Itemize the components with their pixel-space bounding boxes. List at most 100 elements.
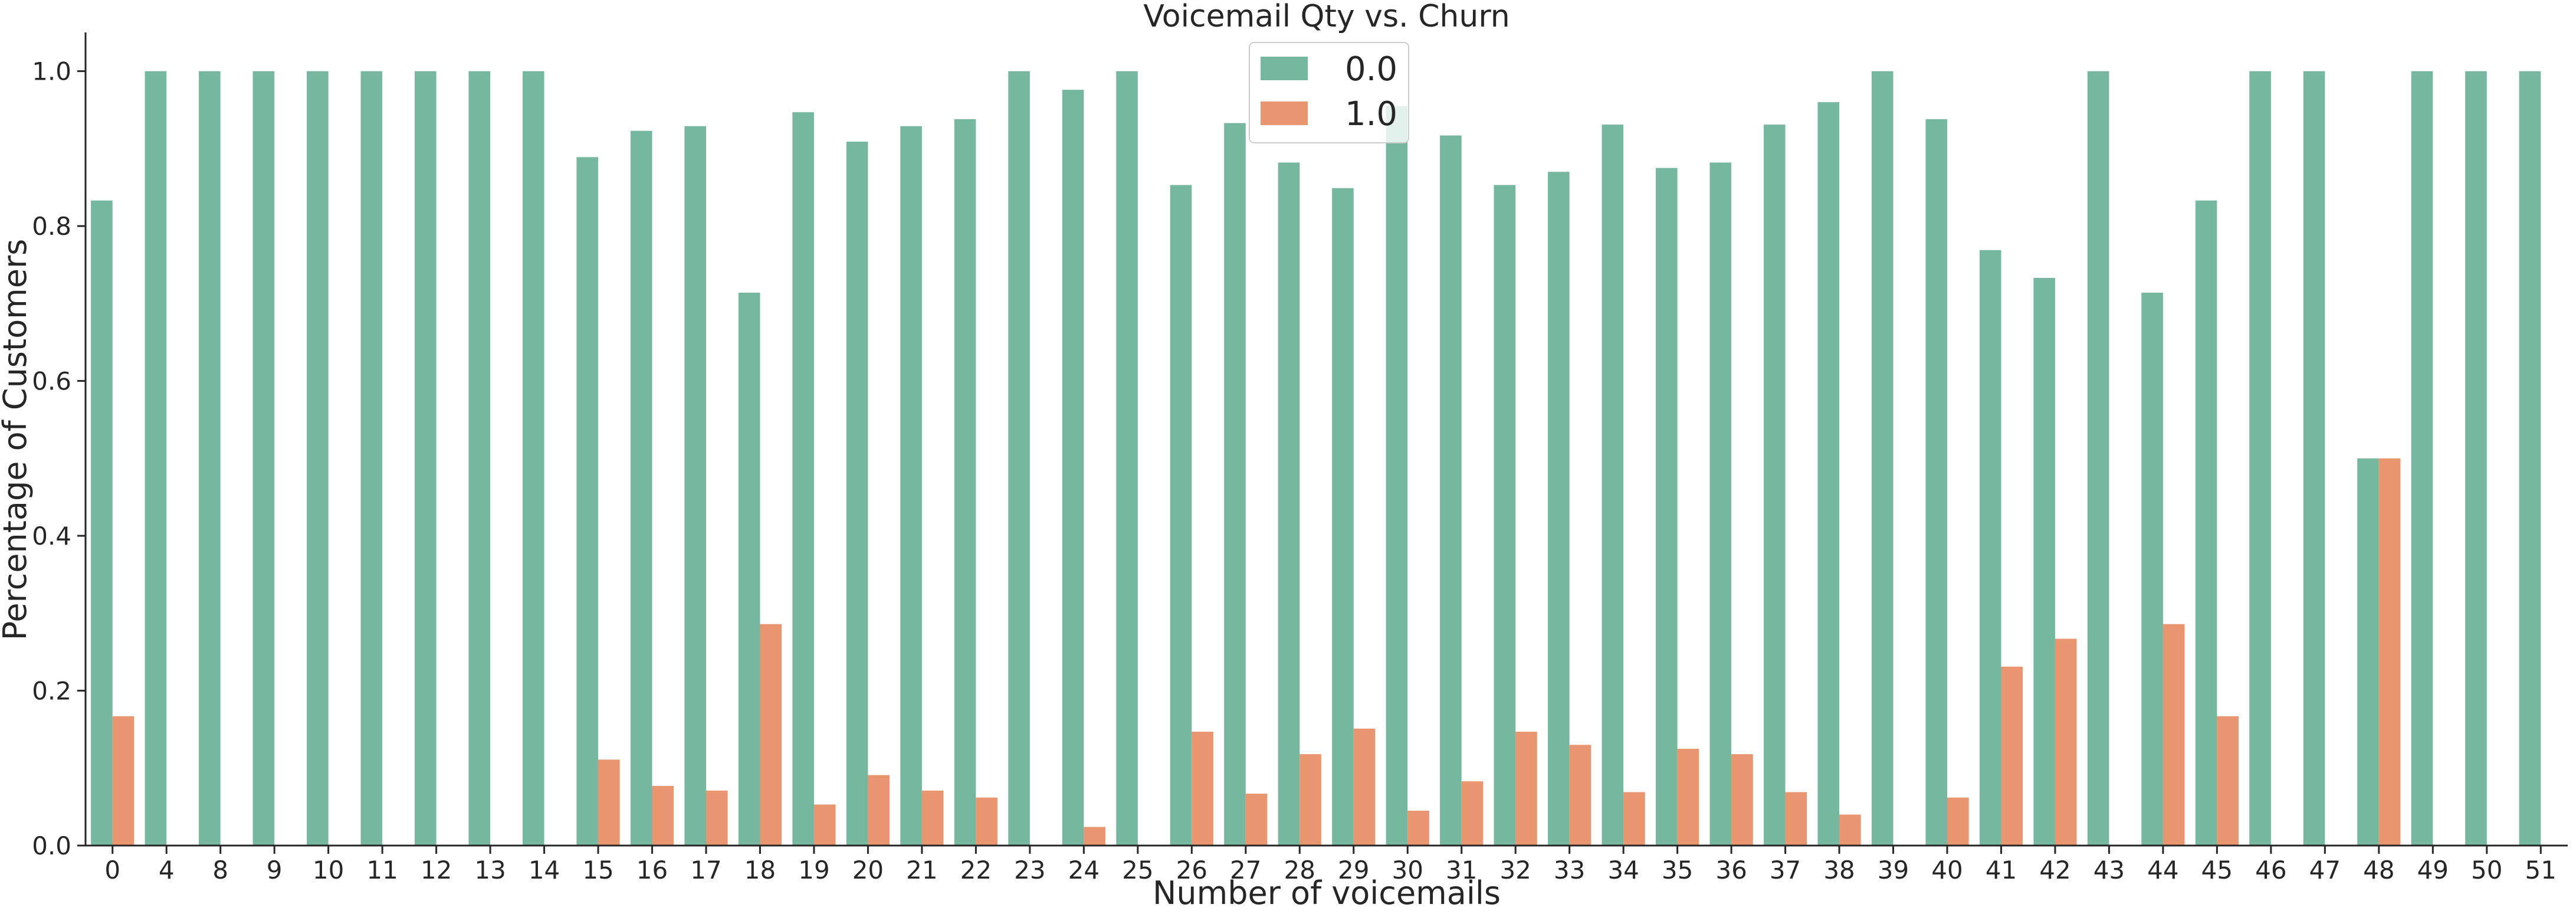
bar-series0-15	[576, 157, 599, 846]
x-tick-label: 49	[2417, 856, 2449, 884]
bar-series0-9	[252, 71, 275, 846]
bar-series0-39	[1871, 71, 1894, 846]
x-tick-label: 27	[1230, 856, 1261, 884]
bar-series0-31	[1440, 135, 1462, 846]
x-tick-label: 36	[1715, 856, 1747, 884]
bar-series1-36	[1731, 754, 1753, 846]
bar-series1-22	[976, 797, 997, 846]
bar-series1-44	[2162, 624, 2185, 846]
bar-series1-26	[1192, 732, 1213, 846]
legend-swatch-1	[1261, 101, 1308, 125]
x-tick-label: 24	[1068, 856, 1100, 884]
x-tick-label: 40	[1931, 856, 1963, 884]
x-tick-label: 29	[1338, 856, 1369, 884]
bar-series0-24	[1062, 90, 1084, 846]
bar-series0-4	[145, 71, 167, 846]
bar-series1-19	[813, 804, 836, 846]
bar-series0-22	[954, 119, 976, 846]
x-tick-label: 34	[1607, 856, 1639, 884]
bar-series0-14	[522, 71, 544, 846]
bar-series1-42	[2055, 638, 2077, 846]
bar-series0-35	[1656, 168, 1678, 846]
bar-series0-40	[1925, 119, 1947, 846]
y-tick-label: 0.0	[32, 831, 71, 860]
y-tick-label: 0.8	[32, 212, 71, 241]
x-tick-label: 35	[1662, 856, 1693, 884]
x-tick-label: 41	[1986, 856, 2017, 884]
bar-series0-10	[307, 71, 329, 846]
bar-series0-48	[2357, 458, 2379, 846]
x-tick-label: 0	[104, 856, 120, 884]
bar-series1-28	[1300, 754, 1321, 846]
bar-series0-43	[2087, 71, 2109, 846]
bar-series0-12	[415, 71, 437, 846]
x-tick-label: 45	[2201, 856, 2233, 884]
bar-series0-8	[199, 71, 221, 846]
bar-series1-38	[1839, 814, 1861, 846]
bar-series0-27	[1224, 123, 1246, 846]
bar-series1-37	[1785, 792, 1807, 846]
x-tick-label: 13	[474, 856, 506, 884]
bar-series0-19	[792, 112, 814, 846]
bar-series0-11	[360, 71, 383, 846]
bar-series1-31	[1461, 781, 1484, 846]
bar-series1-34	[1623, 792, 1645, 846]
x-tick-label: 26	[1176, 856, 1207, 884]
x-tick-label: 44	[2147, 856, 2178, 884]
bar-series1-21	[921, 790, 944, 846]
bar-series1-15	[598, 759, 620, 846]
bar-series1-0	[112, 716, 134, 846]
x-tick-label: 46	[2255, 856, 2286, 884]
x-tick-label: 51	[2525, 856, 2557, 884]
x-tick-label: 47	[2309, 856, 2341, 884]
x-tick-label: 8	[212, 856, 228, 884]
x-tick-label: 19	[798, 856, 829, 884]
y-axis-title: Percentage of Customers	[0, 239, 34, 641]
chart-title: Voicemail Qty vs. Churn	[1143, 0, 1510, 34]
x-tick-label: 38	[1823, 856, 1855, 884]
x-tick-label: 23	[1014, 856, 1045, 884]
bar-series1-18	[760, 624, 782, 846]
y-tick-label: 0.6	[32, 367, 71, 396]
x-tick-label: 14	[529, 856, 560, 884]
bar-series1-30	[1407, 810, 1429, 846]
bar-series1-32	[1515, 732, 1537, 846]
y-axis-ticks: 0.0 0.2 0.4 0.6 0.8 1.0	[32, 57, 86, 860]
x-tick-label: 30	[1392, 856, 1423, 884]
bar-series0-50	[2465, 71, 2487, 846]
x-tick-label: 18	[744, 856, 776, 884]
bar-series0-32	[1494, 185, 1516, 846]
bar-series0-44	[2141, 292, 2163, 846]
y-tick-label: 0.2	[32, 677, 71, 706]
x-tick-label: 10	[313, 856, 344, 884]
x-tick-label: 22	[960, 856, 992, 884]
x-tick-label: 50	[2471, 856, 2502, 884]
bar-series1-24	[1084, 827, 1105, 846]
bar-series0-47	[2303, 71, 2325, 846]
legend-label-0: 0.0	[1345, 50, 1397, 89]
x-axis-title: Number of voicemails	[1153, 874, 1501, 912]
x-tick-label: 17	[690, 856, 721, 884]
x-tick-label: 21	[906, 856, 937, 884]
bar-series0-0	[91, 200, 113, 846]
legend-label-1: 1.0	[1345, 95, 1397, 133]
bar-series1-33	[1569, 745, 1591, 846]
bar-series1-29	[1353, 728, 1376, 846]
bar-series1-45	[2217, 716, 2239, 846]
bar-series0-36	[1709, 162, 1732, 846]
x-tick-label: 39	[1878, 856, 1909, 884]
bar-series1-20	[868, 775, 890, 846]
bar-series0-20	[846, 142, 868, 846]
bar-series0-18	[738, 292, 760, 846]
bar-series0-37	[1763, 125, 1786, 846]
bar-series0-26	[1170, 185, 1192, 846]
bar-series0-49	[2411, 71, 2433, 846]
bar-series0-23	[1008, 71, 1030, 846]
x-tick-label: 48	[2363, 856, 2394, 884]
bar-series0-28	[1278, 162, 1300, 846]
bar-series0-17	[684, 126, 706, 846]
legend-swatch-0	[1261, 57, 1308, 80]
bar-series0-30	[1386, 106, 1408, 846]
bar-series0-34	[1602, 125, 1624, 846]
